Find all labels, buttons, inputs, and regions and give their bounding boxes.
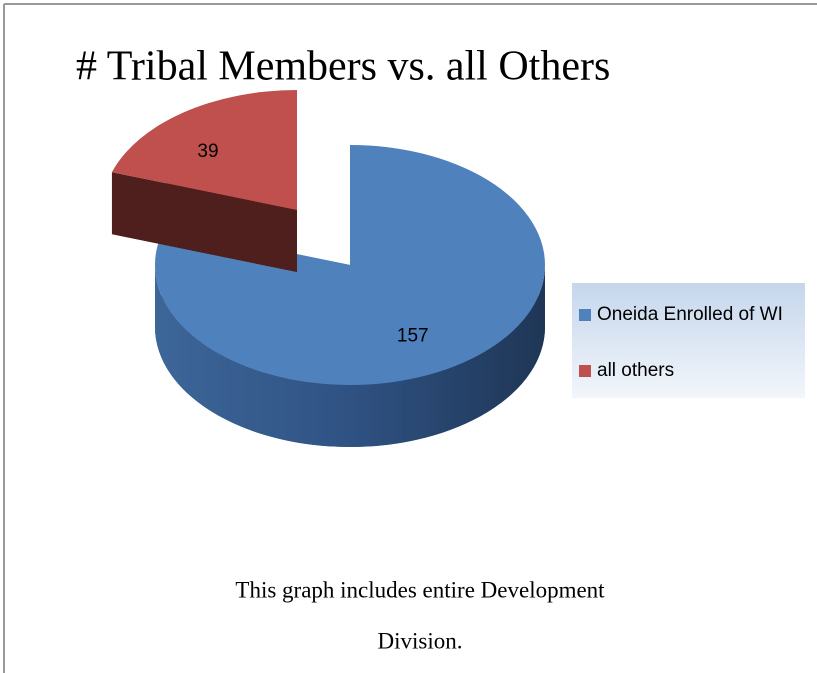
legend-swatch [579, 309, 591, 321]
slice-cut-face [111, 172, 297, 272]
note-line: This graph includes entire Development [235, 577, 605, 602]
note-line: Division. [378, 628, 463, 653]
legend-swatch [579, 365, 591, 377]
pie [111, 90, 545, 447]
chart-title: # Tribal Members vs. all Others [76, 44, 610, 90]
data-label: 39 [197, 141, 218, 162]
slice [111, 90, 297, 272]
slice-top [111, 90, 297, 210]
legend-label: Oneida Enrolled of WI [597, 304, 783, 325]
slice-top [155, 145, 545, 386]
slice-side [155, 265, 545, 447]
legend-box [572, 283, 805, 398]
legend-label: all others [597, 360, 674, 381]
data-label: 157 [397, 326, 429, 347]
slice [155, 145, 545, 447]
